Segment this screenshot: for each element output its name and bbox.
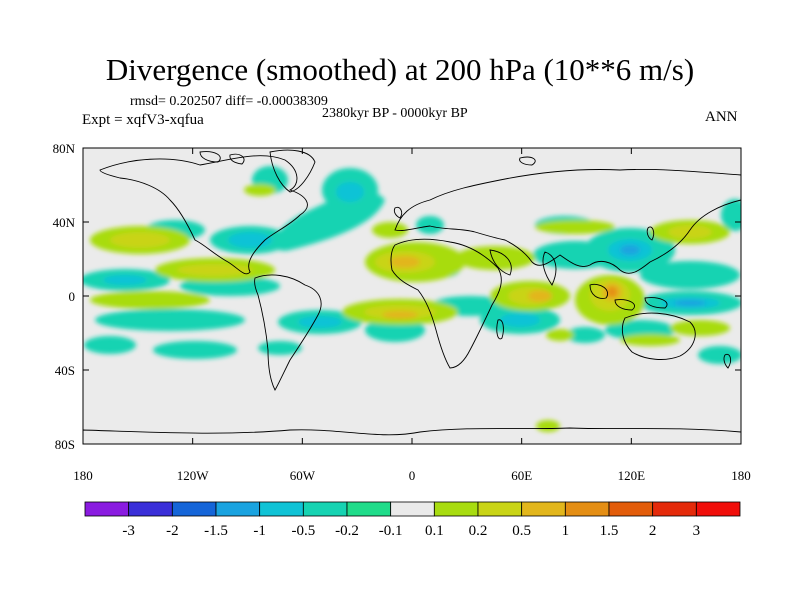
colorbar-swatch [390,501,435,517]
lat-tick-label: 80N [53,141,76,156]
lon-tick-label: 60E [511,468,532,483]
colorbar-label: 1 [562,523,570,539]
colorbar-label: -0.1 [379,523,403,539]
colorbar-swatch [84,501,130,517]
lon-tick-label: 0 [409,468,416,483]
lon-tick-label: 60W [290,468,316,483]
colorbar-label: -0.5 [291,523,315,539]
colorbar-swatch [695,501,741,517]
latitude-axis: 80N 40N 0 40S 80S [53,141,741,452]
experiment-label: Expt = xqfV3-xqfua [82,112,204,128]
lat-tick-label: 40S [55,363,75,378]
colorbar-swatch [346,501,392,517]
colorbar-label: -3 [122,523,135,539]
colorbar-swatch [302,501,348,517]
colorbar: -3 -2 -1.5 -1 -0.5 -0.2 -0.1 0.1 0.2 0.5 1 1.5 2 3 [84,501,741,539]
lon-tick-label: 120E [618,468,646,483]
colorbar-swatch [433,501,479,517]
rmsd-stats: rmsd= 0.202507 diff= -0.00038309 [130,94,328,109]
colorbar-swatch [477,501,523,517]
colorbar-label: 2 [649,523,657,539]
divergence-field [83,166,741,432]
colorbar-label: 0.2 [469,523,488,539]
colorbar-swatch [652,501,697,517]
colorbar-swatch [521,501,566,517]
colorbar-swatch [259,501,304,517]
colorbar-swatch [128,501,173,517]
coastlines [83,149,741,444]
lat-tick-label: 40N [53,215,76,230]
map-title: Divergence (smoothed) at 200 hPa (10**6 … [105,52,695,87]
colorbar-label: -2 [166,523,179,539]
lat-tick-label: 0 [69,289,76,304]
colorbar-label: -1.5 [204,523,228,539]
colorbar-label: -1 [253,523,266,539]
time-period: 2380kyr BP - 0000kyr BP [322,106,468,121]
lon-tick-label: 180 [73,468,93,483]
colorbar-swatch [171,501,217,517]
colorbar-label: 0.5 [512,523,531,539]
colorbar-swatch [215,501,261,517]
colorbar-swatch [608,501,654,517]
colorbar-swatch [564,501,610,517]
colorbar-label: 1.5 [600,523,619,539]
lat-tick-label: 80S [55,437,75,452]
lon-tick-label: 180 [731,468,751,483]
longitude-axis: 180 120W 60W 0 60E 120E 180 [73,148,751,483]
colorbar-label: -0.2 [335,523,359,539]
colorbar-label: 3 [693,523,701,539]
lon-tick-label: 120W [177,468,210,483]
season-label: ANN [705,109,738,125]
colorbar-label: 0.1 [425,523,444,539]
